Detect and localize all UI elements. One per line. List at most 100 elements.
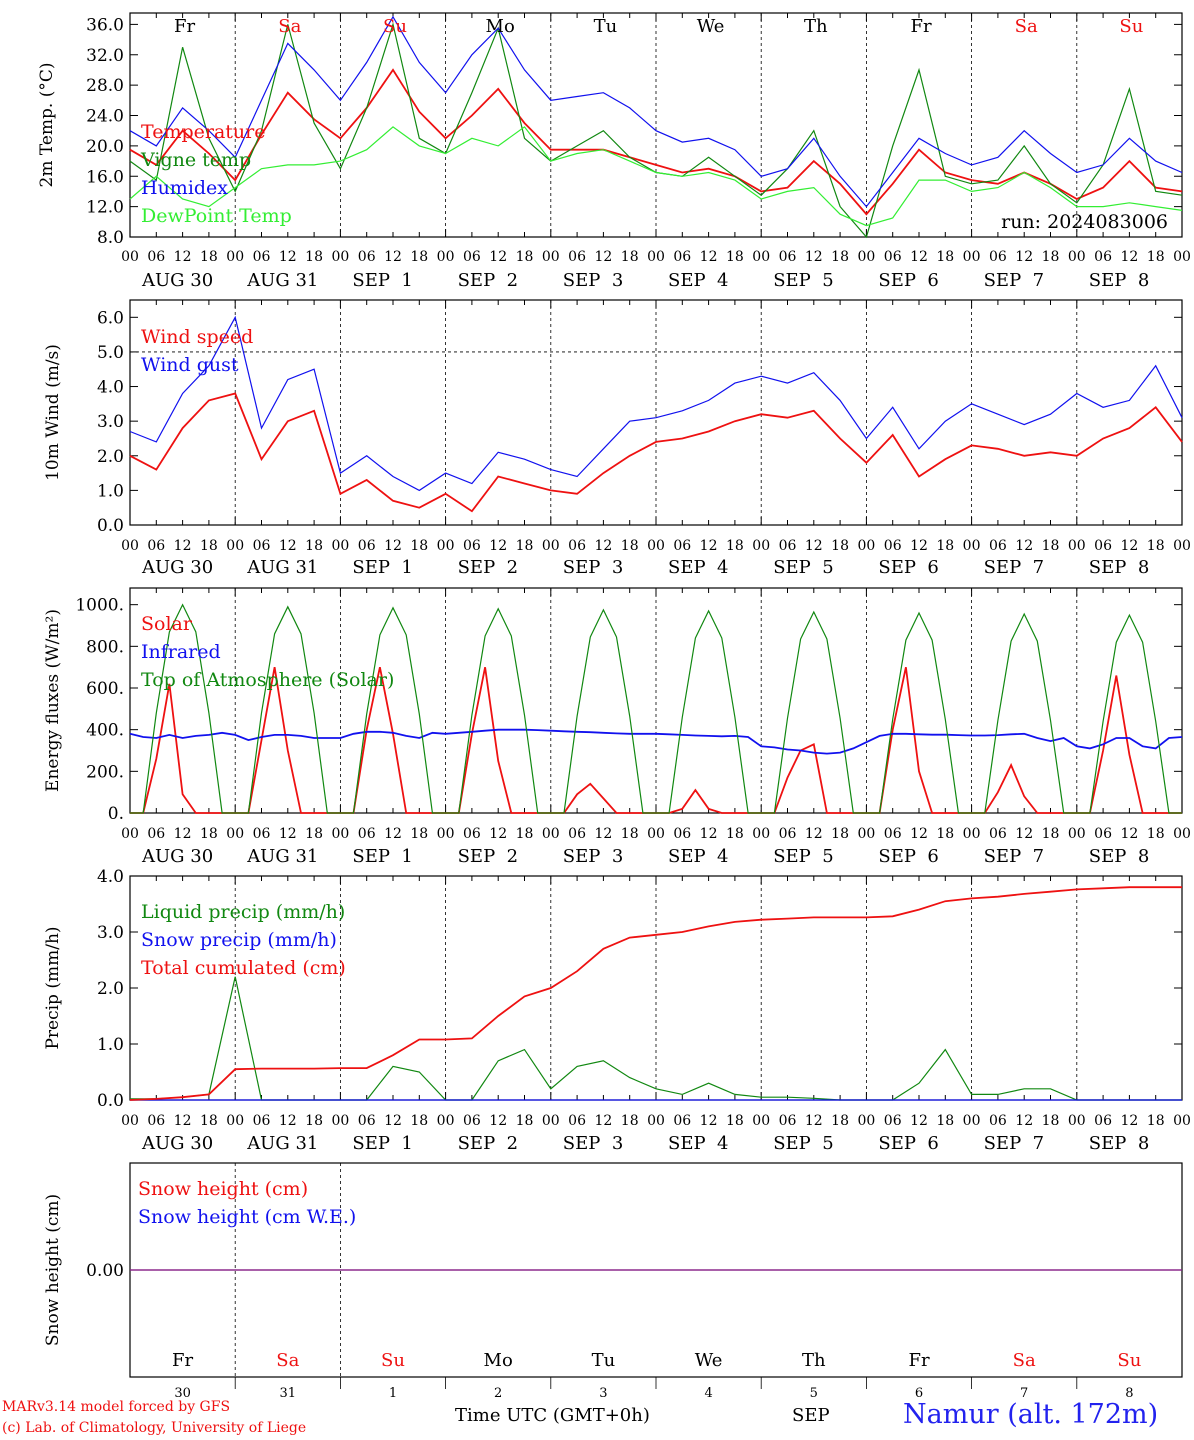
y-tick-label: 2.0 — [97, 447, 124, 467]
hour-label: 06 — [568, 826, 586, 842]
date-label: SEP 3 — [563, 270, 623, 291]
legend-entry: Wind speed — [141, 326, 253, 348]
hour-label: 00 — [542, 1113, 560, 1129]
hour-label: 18 — [1147, 249, 1165, 265]
date-label: SEP 1 — [352, 846, 412, 867]
hour-label: 12 — [1015, 1113, 1033, 1129]
y-tick-label: 12.0 — [86, 198, 124, 218]
hour-label: 18 — [726, 249, 744, 265]
hour-label: 06 — [1094, 1113, 1112, 1129]
y-tick-label: 3.0 — [97, 412, 124, 432]
date-label: SEP 1 — [352, 270, 412, 291]
y-tick-label: 20.0 — [86, 137, 124, 157]
hour-label: 06 — [884, 826, 902, 842]
y-tick-label: 0.00 — [86, 1261, 124, 1281]
y-tick-label: 32.0 — [86, 46, 124, 66]
hour-label: 06 — [673, 249, 691, 265]
hour-label: 06 — [673, 538, 691, 554]
hour-label: 18 — [200, 826, 218, 842]
hour-label: 00 — [647, 826, 665, 842]
hour-label: 00 — [1173, 249, 1191, 265]
hour-label: 06 — [673, 1113, 691, 1129]
hour-label: 18 — [936, 249, 954, 265]
hour-label: 06 — [568, 249, 586, 265]
hour-label: 00 — [963, 538, 981, 554]
day-name: Tu — [594, 16, 618, 37]
series-line — [129, 728, 1183, 755]
hour-label: 00 — [963, 826, 981, 842]
day-name: Mo — [486, 16, 515, 37]
hour-label: 00 — [857, 1113, 875, 1129]
legend-entry: Snow height (cm W.E.) — [138, 1206, 356, 1228]
hour-label: 00 — [1173, 826, 1191, 842]
hour-label: 12 — [489, 249, 507, 265]
date-label: SEP 5 — [773, 1133, 833, 1154]
hour-label: 12 — [700, 826, 718, 842]
hour-label: 00 — [121, 1113, 139, 1129]
hour-label: 18 — [621, 1113, 639, 1129]
series-line — [129, 392, 1183, 513]
hour-label: 18 — [410, 1113, 428, 1129]
hour-label: 12 — [805, 826, 823, 842]
series-line — [129, 126, 1183, 227]
hour-label: 18 — [305, 538, 323, 554]
day-name: Su — [383, 16, 407, 37]
series-line — [129, 315, 1183, 492]
hour-label: 06 — [568, 538, 586, 554]
hour-label: 12 — [384, 538, 402, 554]
hour-label: 18 — [516, 826, 534, 842]
day-name: Sa — [276, 1350, 299, 1371]
hour-label: 18 — [1042, 538, 1060, 554]
month-label: SEP — [792, 1405, 830, 1426]
legend-entry: Liquid precip (mm/h) — [141, 901, 345, 923]
hour-label: 06 — [989, 826, 1007, 842]
series-line — [129, 15, 1183, 208]
hour-label: 06 — [147, 538, 165, 554]
hour-label: 12 — [594, 1113, 612, 1129]
legend-entry: Wind gust — [141, 354, 239, 376]
date-label: SEP 6 — [878, 846, 938, 867]
hour-label: 06 — [358, 538, 376, 554]
hour-label: 18 — [200, 249, 218, 265]
y-tick-label: 0. — [108, 804, 124, 824]
y-axis-label: 2m Temp. (°C) — [37, 62, 57, 187]
hour-label: 18 — [410, 249, 428, 265]
hour-label: 00 — [963, 1113, 981, 1129]
hour-label: 18 — [621, 826, 639, 842]
date-label: SEP 8 — [1089, 1133, 1149, 1154]
credit-line-1: MARv3.14 model forced by GFS — [2, 1399, 231, 1415]
day-name: Tu — [592, 1350, 616, 1371]
date-label: SEP 3 — [563, 1133, 623, 1154]
day-number: 4 — [704, 1386, 712, 1401]
y-axis-label: Energy fluxes (W/m²) — [43, 609, 63, 792]
legend-entry: Top of Atmosphere (Solar) — [141, 669, 394, 691]
hour-label: 12 — [384, 249, 402, 265]
hour-label: 18 — [1147, 826, 1165, 842]
hour-label: 18 — [621, 249, 639, 265]
hour-label: 00 — [1068, 826, 1086, 842]
hour-label: 06 — [568, 1113, 586, 1129]
date-label: AUG 30 — [141, 846, 213, 867]
legend-entry: Temperature — [141, 121, 265, 143]
hour-label: 00 — [752, 1113, 770, 1129]
hour-label: 00 — [1068, 1113, 1086, 1129]
date-label: SEP 8 — [1089, 270, 1149, 291]
hour-label: 12 — [279, 826, 297, 842]
day-name: Sa — [1015, 16, 1038, 37]
hour-label: 00 — [437, 1113, 455, 1129]
hour-label: 00 — [1173, 538, 1191, 554]
hour-label: 06 — [884, 538, 902, 554]
hour-label: 12 — [279, 1113, 297, 1129]
hour-label: 18 — [726, 826, 744, 842]
y-axis-label: 10m Wind (m/s) — [43, 344, 63, 481]
hour-label: 12 — [174, 538, 192, 554]
date-label: SEP 1 — [352, 557, 412, 578]
day-name: We — [697, 16, 725, 37]
hour-label: 06 — [779, 1113, 797, 1129]
y-tick-label: 4.0 — [97, 378, 124, 398]
hour-label: 12 — [594, 826, 612, 842]
series-line — [130, 603, 1182, 814]
hour-label: 06 — [884, 249, 902, 265]
hour-label: 06 — [358, 249, 376, 265]
legend-entry: Snow precip (mm/h) — [141, 929, 337, 951]
